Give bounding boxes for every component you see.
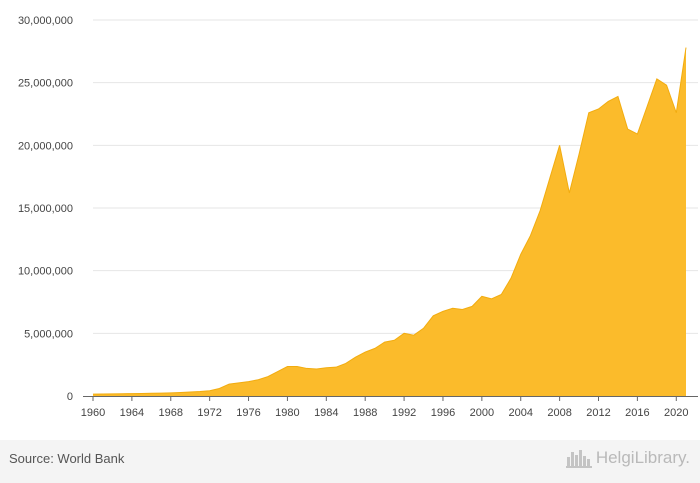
series-area <box>93 47 686 396</box>
x-tick-label: 1988 <box>353 407 377 419</box>
city-skyline-icon <box>565 450 592 468</box>
x-tick-label: 1960 <box>81 407 105 419</box>
x-tick-label: 1980 <box>275 407 299 419</box>
x-tick-label: 1972 <box>197 407 221 419</box>
x-tick-label: 2012 <box>586 407 610 419</box>
footer: Source: World Bank HelgiLibrary. <box>0 440 700 483</box>
x-tick-label: 2000 <box>470 407 494 419</box>
y-tick-label: 25,000,000 <box>18 78 73 90</box>
brand-logo[interactable]: HelgiLibrary. <box>565 448 690 468</box>
x-tick-label: 1964 <box>120 407 144 419</box>
y-tick-label: 5,000,000 <box>24 328 73 340</box>
x-tick-label: 2020 <box>664 407 688 419</box>
x-tick-label: 2016 <box>625 407 649 419</box>
y-tick-label: 0 <box>67 391 73 403</box>
y-tick-label: 15,000,000 <box>18 203 73 215</box>
y-tick-label: 20,000,000 <box>18 140 73 152</box>
y-tick-label: 30,000,000 <box>18 15 73 27</box>
x-tick-label: 1976 <box>236 407 260 419</box>
x-tick-label: 1996 <box>431 407 455 419</box>
x-tick-label: 2008 <box>547 407 571 419</box>
x-axis-ticks: 1960 1964 1968 1972 1976 1980 1984 1988 1992 1996… <box>81 396 689 419</box>
x-tick-label: 1984 <box>314 407 338 419</box>
x-tick-label: 2004 <box>508 407 532 419</box>
x-tick-label: 1992 <box>392 407 416 419</box>
x-tick-label: 1968 <box>159 407 183 419</box>
y-tick-label: 10,000,000 <box>18 266 73 278</box>
source-text: Source: World Bank <box>9 451 125 466</box>
y-axis-ticks: 0 5,000,000 10,000,000 15,000,000 20,000,000… <box>18 15 73 403</box>
area-chart: 1960 1964 1968 1972 1976 1980 1984 1988 1992 1996… <box>18 15 698 419</box>
brand-name: HelgiLibrary. <box>595 448 690 467</box>
series-line <box>92 47 687 395</box>
